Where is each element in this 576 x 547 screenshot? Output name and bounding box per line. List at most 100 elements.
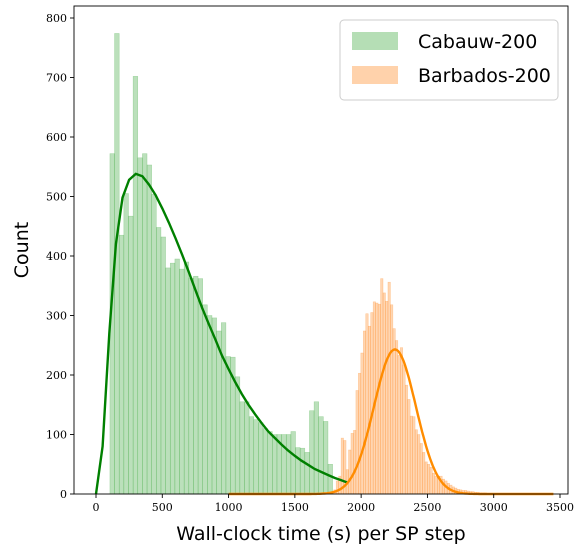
bar-cabauw-200 xyxy=(188,277,194,495)
legend-label: Cabauw-200 xyxy=(418,31,537,53)
bar-cabauw-200 xyxy=(299,447,306,495)
bar-barbados-200 xyxy=(380,278,384,495)
bar-barbados-200 xyxy=(350,433,354,495)
y-tick-label: 200 xyxy=(46,369,67,382)
bar-cabauw-200 xyxy=(244,401,250,495)
bar-barbados-200 xyxy=(419,443,423,495)
bar-barbados-200 xyxy=(370,312,374,495)
y-tick-label: 500 xyxy=(46,191,67,204)
plot-frame xyxy=(73,5,569,495)
bar-cabauw-200 xyxy=(132,76,139,495)
bar-cabauw-200 xyxy=(234,376,241,495)
legend: Cabauw-200 Barbados-200 xyxy=(339,19,559,101)
bar-barbados-200 xyxy=(385,300,389,495)
bar-cabauw-200 xyxy=(156,227,162,495)
x-tick-label: 2500 xyxy=(413,501,441,514)
bar-barbados-200 xyxy=(348,449,352,495)
bar-barbados-200 xyxy=(367,325,371,495)
bar-cabauw-200 xyxy=(248,416,255,495)
bar-cabauw-200 xyxy=(123,193,129,495)
bar-barbados-200 xyxy=(390,304,394,495)
bar-cabauw-200 xyxy=(216,330,222,495)
bar-cabauw-200 xyxy=(142,153,148,495)
bar-barbados-200 xyxy=(377,303,381,495)
bar-barbados-200 xyxy=(355,390,359,495)
bar-cabauw-200 xyxy=(262,428,268,495)
y-axis-label: Count xyxy=(11,222,33,278)
bar-barbados-200 xyxy=(382,292,386,495)
x-tick-label: 2000 xyxy=(347,501,375,514)
bar-barbados-200 xyxy=(365,313,369,495)
bar-cabauw-200 xyxy=(267,431,273,495)
bar-barbados-200 xyxy=(358,372,362,495)
bar-barbados-200 xyxy=(397,355,401,495)
bar-cabauw-200 xyxy=(128,215,134,495)
bar-barbados-200 xyxy=(434,475,438,495)
bar-cabauw-200 xyxy=(281,434,287,495)
x-tick-label: 0 xyxy=(93,501,100,514)
legend-label: Barbados-200 xyxy=(418,65,551,87)
bar-barbados-200 xyxy=(429,466,433,495)
bar-cabauw-200 xyxy=(202,304,208,495)
bar-cabauw-200 xyxy=(253,419,259,495)
y-tick-label: 300 xyxy=(46,310,67,323)
x-tick-label: 1000 xyxy=(215,501,243,514)
bar-cabauw-200 xyxy=(137,157,143,495)
bar-barbados-200 xyxy=(387,281,391,495)
bar-cabauw-200 xyxy=(207,315,213,495)
fit-line-cabauw-200 xyxy=(94,172,349,495)
x-axis-label: Wall-clock time (s) per SP step xyxy=(176,523,465,545)
x-tick-label: 1500 xyxy=(281,501,309,514)
bar-cabauw-200 xyxy=(183,261,190,495)
bar-cabauw-200 xyxy=(290,431,296,495)
y-axis-ticks: 0 100 200 300 400 500 600 700 800 xyxy=(46,12,74,501)
bar-cabauw-200 xyxy=(313,401,319,495)
bar-barbados-200 xyxy=(404,384,408,495)
bar-cabauw-200 xyxy=(304,452,310,495)
y-tick-label: 100 xyxy=(46,429,67,442)
bar-barbados-200 xyxy=(400,347,403,495)
y-tick-label: 800 xyxy=(46,12,67,25)
legend-swatch xyxy=(352,66,398,84)
x-axis-ticks: 0 500 1000 1500 2000 2500 3000 3500 xyxy=(93,494,574,514)
bar-cabauw-200 xyxy=(327,464,333,495)
bar-cabauw-200 xyxy=(146,164,152,495)
bar-cabauw-200 xyxy=(258,422,264,495)
bar-cabauw-200 xyxy=(318,416,324,495)
bar-barbados-200 xyxy=(412,416,416,495)
bar-cabauw-200 xyxy=(295,447,301,495)
legend-swatch xyxy=(352,32,398,50)
y-tick-label: 0 xyxy=(60,488,67,501)
y-tick-label: 600 xyxy=(46,131,67,144)
bar-barbados-200 xyxy=(424,461,428,495)
bar-barbados-200 xyxy=(353,430,357,495)
bar-cabauw-200 xyxy=(272,434,278,495)
bar-cabauw-200 xyxy=(174,258,180,495)
y-tick-label: 700 xyxy=(46,72,67,85)
bar-cabauw-200 xyxy=(151,193,157,495)
bar-barbados-200 xyxy=(392,328,396,495)
bar-cabauw-200 xyxy=(323,421,329,495)
x-tick-label: 500 xyxy=(152,501,173,514)
x-tick-label: 3500 xyxy=(546,501,574,514)
bar-cabauw-200 xyxy=(179,268,185,495)
bar-cabauw-200 xyxy=(165,267,171,495)
bar-barbados-200 xyxy=(422,452,426,495)
bar-cabauw-200 xyxy=(285,434,292,495)
bar-cabauw-200 xyxy=(239,401,245,495)
y-tick-label: 400 xyxy=(46,250,67,263)
bar-barbados-200 xyxy=(407,399,411,495)
x-tick-label: 3000 xyxy=(480,501,508,514)
bar-cabauw-200 xyxy=(225,356,231,495)
bar-barbados-200 xyxy=(340,437,344,495)
bar-cabauw-200 xyxy=(197,278,203,495)
bar-cabauw-200 xyxy=(193,275,199,495)
bar-barbados-200 xyxy=(360,352,364,495)
bar-cabauw-200 xyxy=(211,317,217,495)
bar-barbados-200 xyxy=(432,472,436,495)
bar-barbados-200 xyxy=(409,415,413,495)
bar-cabauw-200 xyxy=(221,322,227,495)
bar-barbados-200 xyxy=(402,364,406,495)
bar-barbados-200 xyxy=(414,429,418,495)
